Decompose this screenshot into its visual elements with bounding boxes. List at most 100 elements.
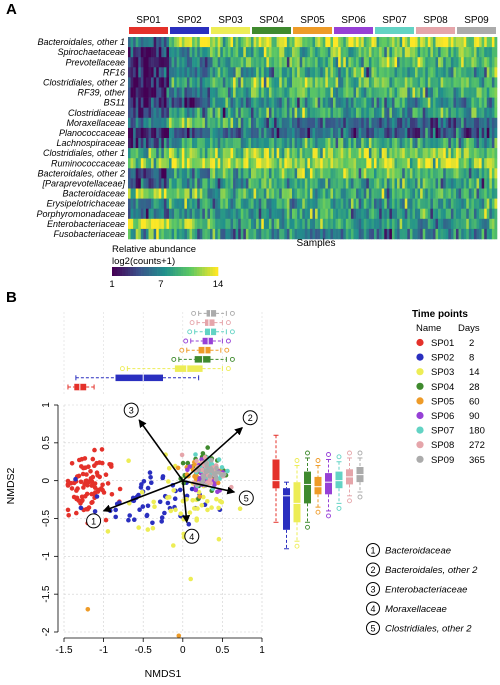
heatmap-cell (468, 97, 472, 108)
heatmap-cell (258, 188, 262, 199)
heatmap-cell (420, 67, 423, 78)
heatmap-cell (348, 57, 352, 68)
heatmap-cell (484, 188, 488, 199)
heatmap-cell (261, 218, 265, 230)
heatmap-cell (430, 87, 434, 98)
heatmap-cell (248, 218, 252, 230)
heatmap-cell (240, 198, 244, 209)
heatmap-cell (397, 67, 400, 78)
heatmap-cell (130, 87, 134, 98)
heatmap-cell (391, 178, 395, 189)
heatmap-cell (307, 198, 311, 209)
heatmap-cell (189, 228, 193, 240)
heatmap-cell (230, 127, 234, 139)
heatmap-cell (133, 107, 136, 119)
heatmap-cell (330, 87, 334, 98)
heatmap-cell (184, 57, 188, 68)
heatmap-cell (268, 77, 272, 88)
heatmap-cell (289, 37, 293, 48)
heatmap-cell (368, 178, 372, 189)
heatmap-cell (222, 37, 226, 48)
heatmap-cell (386, 158, 390, 169)
heatmap-cell (438, 208, 441, 220)
heatmap-cell (333, 107, 336, 119)
heatmap-cell (338, 37, 341, 48)
heatmap-cell (333, 188, 336, 199)
heatmap-cell (427, 138, 431, 149)
heatmap-cell (227, 67, 231, 78)
heatmap-cell (217, 218, 221, 230)
heatmap-cell (412, 148, 416, 159)
vector-legend-number-circle (366, 621, 380, 635)
heatmap-cell (361, 218, 365, 230)
heatmap-cell (294, 67, 298, 78)
heatmap-cell (394, 168, 398, 179)
heatmap-cell (456, 218, 459, 230)
heatmap-cell (212, 67, 216, 78)
heatmap-cell (320, 67, 324, 78)
heatmap-cell (304, 138, 308, 149)
heatmap-cell (304, 77, 308, 88)
heatmap-cell (271, 117, 275, 129)
heatmap-cell (240, 228, 244, 240)
heatmap-cell (197, 67, 201, 78)
heatmap-cell (422, 158, 426, 169)
heatmap-cell (181, 198, 185, 209)
heatmap-cell (432, 117, 436, 129)
heatmap-cell (238, 117, 242, 129)
heatmap-cell (476, 218, 480, 230)
heatmap-cell (366, 97, 370, 108)
heatmap-cell (343, 77, 347, 88)
heatmap-cell (274, 188, 277, 199)
scatter-point (214, 465, 219, 471)
heatmap-cell (427, 178, 431, 189)
heatmap-cell (350, 138, 354, 149)
heatmap-cell (461, 87, 464, 98)
heatmap-cell (276, 117, 280, 129)
heatmap-cell (322, 158, 326, 169)
heatmap-cell (489, 188, 493, 199)
heatmap-cell (263, 208, 267, 220)
heatmap-cell (133, 218, 136, 230)
heatmap-cell (371, 117, 375, 129)
heatmap-cell (304, 228, 308, 240)
heatmap-cell (307, 47, 311, 58)
heatmap-cell (450, 218, 454, 230)
heatmap-cell (366, 127, 370, 139)
heatmap-cell (271, 107, 275, 119)
heatmap-cell (453, 117, 457, 129)
heatmap-cell (235, 87, 239, 98)
heatmap-cell (240, 77, 244, 88)
heatmap-cell (379, 158, 382, 169)
heatmap-cell (202, 77, 206, 88)
heatmap-cell (432, 37, 436, 48)
heatmap-cell (210, 148, 213, 159)
heatmap-cell (210, 228, 213, 240)
heatmap-cell (230, 138, 234, 149)
heatmap-cell (238, 208, 242, 220)
heatmap-cell (389, 87, 393, 98)
heatmap-cell (391, 47, 395, 58)
nmds1-boxplot-gridlines (63, 312, 263, 395)
heatmap-cell (340, 208, 344, 220)
heatmap-cell (438, 158, 441, 169)
heatmap-cell (276, 158, 280, 169)
heatmap-column-label: SP04 (259, 15, 284, 26)
heatmap-cell (163, 208, 167, 220)
heatmap-cell (276, 218, 280, 230)
heatmap-cell (350, 218, 354, 230)
heatmap-cell (186, 218, 190, 230)
heatmap-cell (253, 158, 257, 169)
heatmap-cell (217, 158, 221, 169)
heatmap-cell (243, 138, 247, 149)
heatmap-cell (230, 228, 234, 240)
heatmap-cell (169, 208, 172, 220)
heatmap-cell (181, 188, 185, 199)
heatmap-cell (450, 127, 454, 139)
heatmap-cell (194, 228, 198, 240)
heatmap-cell (207, 37, 211, 48)
heatmap-cell (251, 97, 254, 108)
heatmap-cell (315, 188, 318, 199)
heatmap-cell (289, 47, 293, 58)
heatmap-cell (276, 228, 280, 240)
